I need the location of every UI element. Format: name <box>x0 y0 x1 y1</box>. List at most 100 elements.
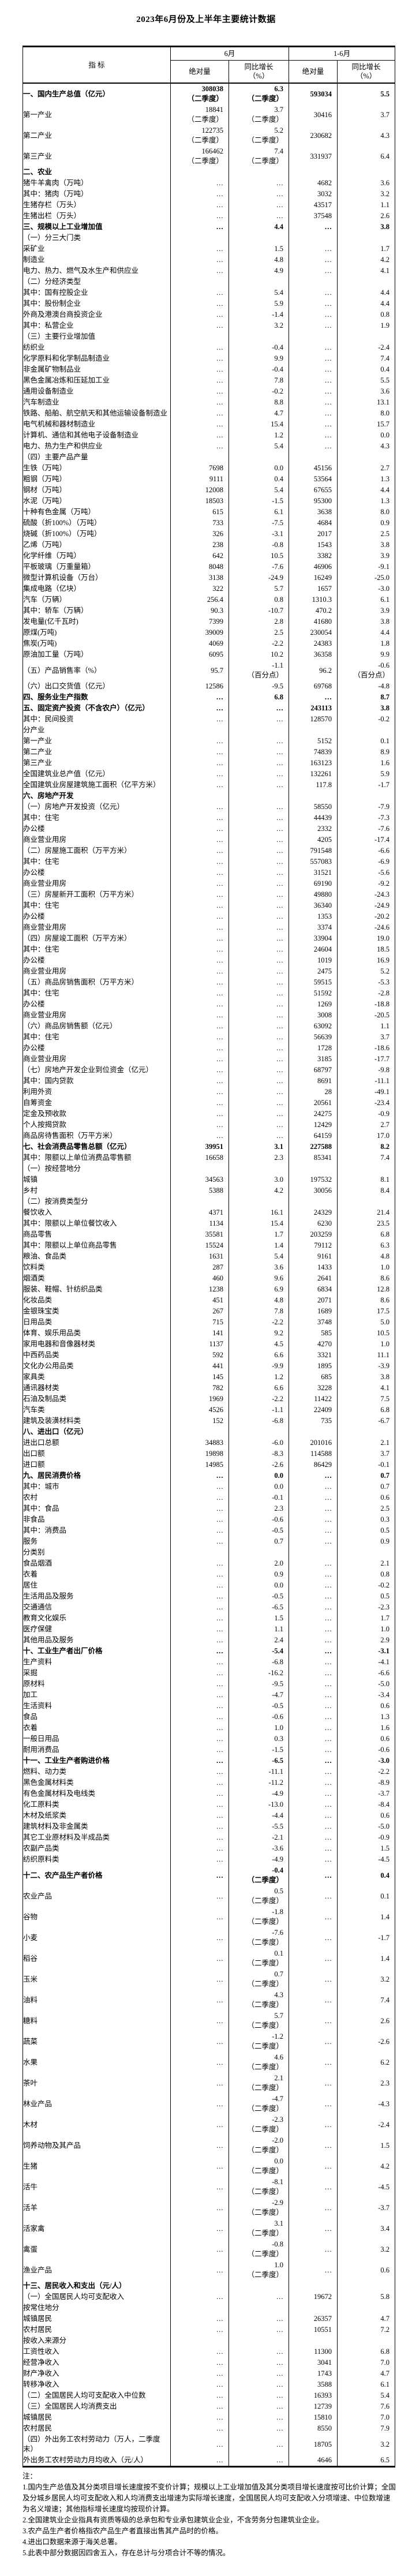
cum-yoy-cell: 6.8 <box>337 2346 396 2357</box>
cum-yoy-cell: -0.9 <box>337 1109 396 1119</box>
cum-absolute-cell: … <box>289 2114 338 2135</box>
cum-absolute-cell: … <box>289 1969 338 1990</box>
cum-absolute-cell: 24383 <box>289 638 338 649</box>
table-row: 其中：食品… 2.3… 2.5 <box>23 1503 396 1514</box>
cum-absolute-cell: … <box>289 1481 338 1492</box>
cum-absolute-cell: 593034 <box>289 83 338 104</box>
june-absolute-cell: … <box>170 1821 229 1832</box>
june-absolute-cell <box>170 233 229 244</box>
header-cum-absolute: 绝对量 <box>289 60 338 83</box>
june-yoy-cell: 6.6 <box>228 1383 290 1394</box>
table-row: 木材及纸浆类… -4.4… 0.6 <box>23 1810 396 1821</box>
indicator-cell: 黑色金属冶炼和压延加工业 <box>23 375 171 386</box>
table-row: 外商及港澳台商投资企业… -1.4… 0.8 <box>23 309 396 320</box>
june-yoy-cell: 5.4 <box>228 287 290 298</box>
june-yoy-cell: … <box>228 1098 290 1109</box>
june-absolute-cell: … <box>170 1766 229 1777</box>
cum-yoy-cell: 2.6 <box>337 2010 396 2031</box>
june-absolute-cell: … <box>170 933 229 944</box>
indicator-cell: 化学纤维（万吨） <box>23 551 171 561</box>
cum-absolute-cell: … <box>289 2094 338 2114</box>
june-absolute-cell: … <box>170 254 229 265</box>
indicator-cell: 外出务工农村劳动力月均收入（元/人） <box>23 2455 171 2467</box>
cum-yoy-cell: 15.7 <box>337 419 396 430</box>
june-absolute-cell: 166462 （二季度） <box>170 146 229 167</box>
june-absolute-cell: 782 <box>170 1383 229 1394</box>
cum-yoy-cell: 0.5 <box>337 1591 396 1602</box>
june-yoy-cell: … <box>228 2412 290 2423</box>
cum-absolute-cell: … <box>289 419 338 430</box>
indicator-cell: 出口额 <box>23 1448 171 1459</box>
june-absolute-cell: … <box>170 2156 229 2177</box>
june-absolute-cell: … <box>170 1514 229 1525</box>
june-absolute-cell: 9111 <box>170 474 229 485</box>
june-absolute-cell: … <box>170 1492 229 1503</box>
indicator-cell: 烧碱（折100%）（万吨） <box>23 529 171 540</box>
cum-yoy-cell: 7.9 <box>337 2423 396 2434</box>
indicator-cell: 硫酸（折100%）（万吨） <box>23 518 171 529</box>
indicator-cell: 水果 <box>23 2052 171 2073</box>
cum-absolute-cell: … <box>289 2239 338 2260</box>
june-yoy-cell: -8.1 （二季度） <box>228 2177 290 2197</box>
indicator-cell: 其中：猪肉（万吨） <box>23 189 171 200</box>
june-yoy-cell: … <box>228 1054 290 1065</box>
indicator-cell: 农副产品类 <box>23 1843 171 1854</box>
indicator-cell: （四）外出务工农村劳动力（万人，二季度末） <box>23 2434 171 2455</box>
june-yoy-cell: 1.0 （二季度） <box>228 2260 290 2281</box>
june-yoy-cell <box>228 2281 290 2292</box>
indicator-cell: 生铁（万吨） <box>23 463 171 474</box>
cum-absolute-cell: … <box>289 1635 338 1646</box>
table-row: 油料… 4.3 （二季度）… 7.4 <box>23 1990 396 2010</box>
cum-absolute-cell: 1543 <box>289 540 338 551</box>
june-yoy-cell: 5.7 <box>228 583 290 594</box>
june-absolute-cell: 4371 <box>170 1207 229 1218</box>
june-yoy-cell: … <box>228 200 290 211</box>
cum-yoy-cell: 16.9 <box>337 955 396 966</box>
indicator-cell: 十三、居民收入和支出（元/人） <box>23 2281 171 2292</box>
june-absolute-cell: … <box>170 2239 229 2260</box>
cum-absolute-cell: 44439 <box>289 813 338 823</box>
table-row: 经营净收入…… 3041 7.0 <box>23 2357 396 2368</box>
june-yoy-cell: 7.8 <box>228 1306 290 1317</box>
june-absolute-cell: … <box>170 1087 229 1098</box>
cum-absolute-cell: 1353 <box>289 911 338 922</box>
june-absolute-cell: … <box>170 1886 229 1907</box>
indicator-cell: （三）主要行业增加值 <box>23 331 171 342</box>
indicator-cell: 铁路、船舶、航空航天和其他运输设备制造业 <box>23 408 171 419</box>
indicator-cell: 通讯器材类 <box>23 1383 171 1394</box>
cum-absolute-cell: 64159 <box>289 1130 338 1141</box>
indicator-cell: 其中：食品 <box>23 1503 171 1514</box>
june-absolute-cell: 308038 （二季度） <box>170 83 229 104</box>
cum-yoy-cell: -1.7 <box>337 780 396 791</box>
june-yoy-cell: -4.4 <box>228 1810 290 1821</box>
table-row: 食品烟酒… 2.0… 2.1 <box>23 1558 396 1569</box>
cum-absolute-cell: 1433 <box>289 1262 338 1273</box>
indicator-cell: 个人按揭贷款 <box>23 1119 171 1130</box>
indicator-cell: 农业产品 <box>23 1886 171 1907</box>
june-yoy-cell: … <box>228 1109 290 1119</box>
cum-absolute-cell: 470.2 <box>289 605 338 616</box>
june-yoy-cell: -2.6 <box>228 1459 290 1470</box>
table-row: 活家禽… 3.1 （二季度）… 3.4 <box>23 2218 396 2239</box>
cum-absolute-cell: 4205 <box>289 834 338 845</box>
june-yoy-cell: 2.5 <box>228 627 290 638</box>
cum-absolute-cell: 49880 <box>289 889 338 900</box>
indicator-cell: 第三产业 <box>23 146 171 167</box>
table-row: 石油及制品类 1969 -2.2 11422 7.5 <box>23 1394 396 1405</box>
indicator-cell: 商业营业用房 <box>23 878 171 889</box>
table-row: 分类别 <box>23 1547 396 1558</box>
cum-yoy-cell: 6.1 <box>337 2379 396 2390</box>
cum-yoy-cell: 0.0 <box>337 430 396 441</box>
table-row: 采掘… -16.2… -6.6 <box>23 1668 396 1679</box>
table-row: 通讯器材类 782 6.6 3228 4.1 <box>23 1383 396 1394</box>
cum-absolute-cell: … <box>289 1602 338 1613</box>
june-absolute-cell: … <box>170 298 229 309</box>
june-yoy-cell: -0.8 <box>228 540 290 551</box>
cum-absolute-cell: 11422 <box>289 1394 338 1405</box>
cum-absolute-cell: 31521 <box>289 867 338 878</box>
table-row: （五）产品销售率（%） 95.7 -1.1 （百分点） 96.2 -0.6 （百分点） <box>23 660 396 681</box>
cum-absolute-cell: 4682 <box>289 178 338 189</box>
table-row: 财产净收入…… 1743 4.7 <box>23 2368 396 2379</box>
june-absolute-cell: … <box>170 2455 229 2467</box>
